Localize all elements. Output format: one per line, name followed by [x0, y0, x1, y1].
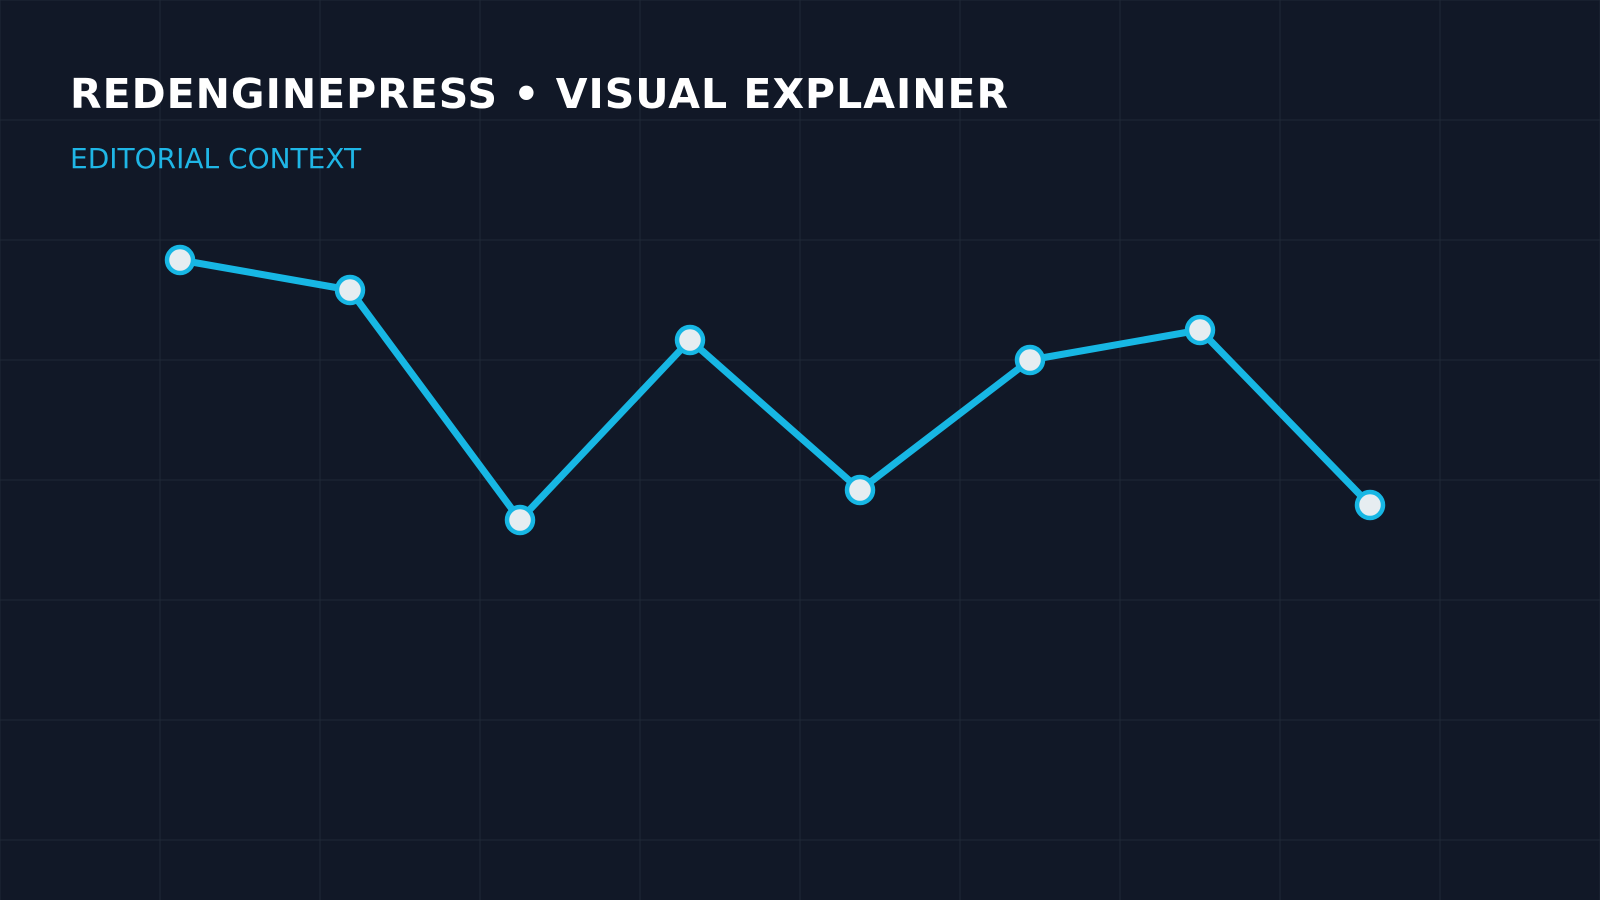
data-point: [844, 474, 876, 506]
data-point: [1184, 314, 1216, 346]
data-point: [1014, 344, 1046, 376]
data-point: [674, 324, 706, 356]
data-point: [164, 244, 196, 276]
data-line: [176, 256, 1374, 524]
data-point: [504, 504, 536, 536]
data-point: [334, 274, 366, 306]
chart-title: REDENGINEPRESS • VISUAL EXPLAINER: [70, 70, 1009, 118]
chart-subtitle: EDITORIAL CONTEXT: [70, 142, 362, 175]
data-point: [1354, 489, 1386, 521]
